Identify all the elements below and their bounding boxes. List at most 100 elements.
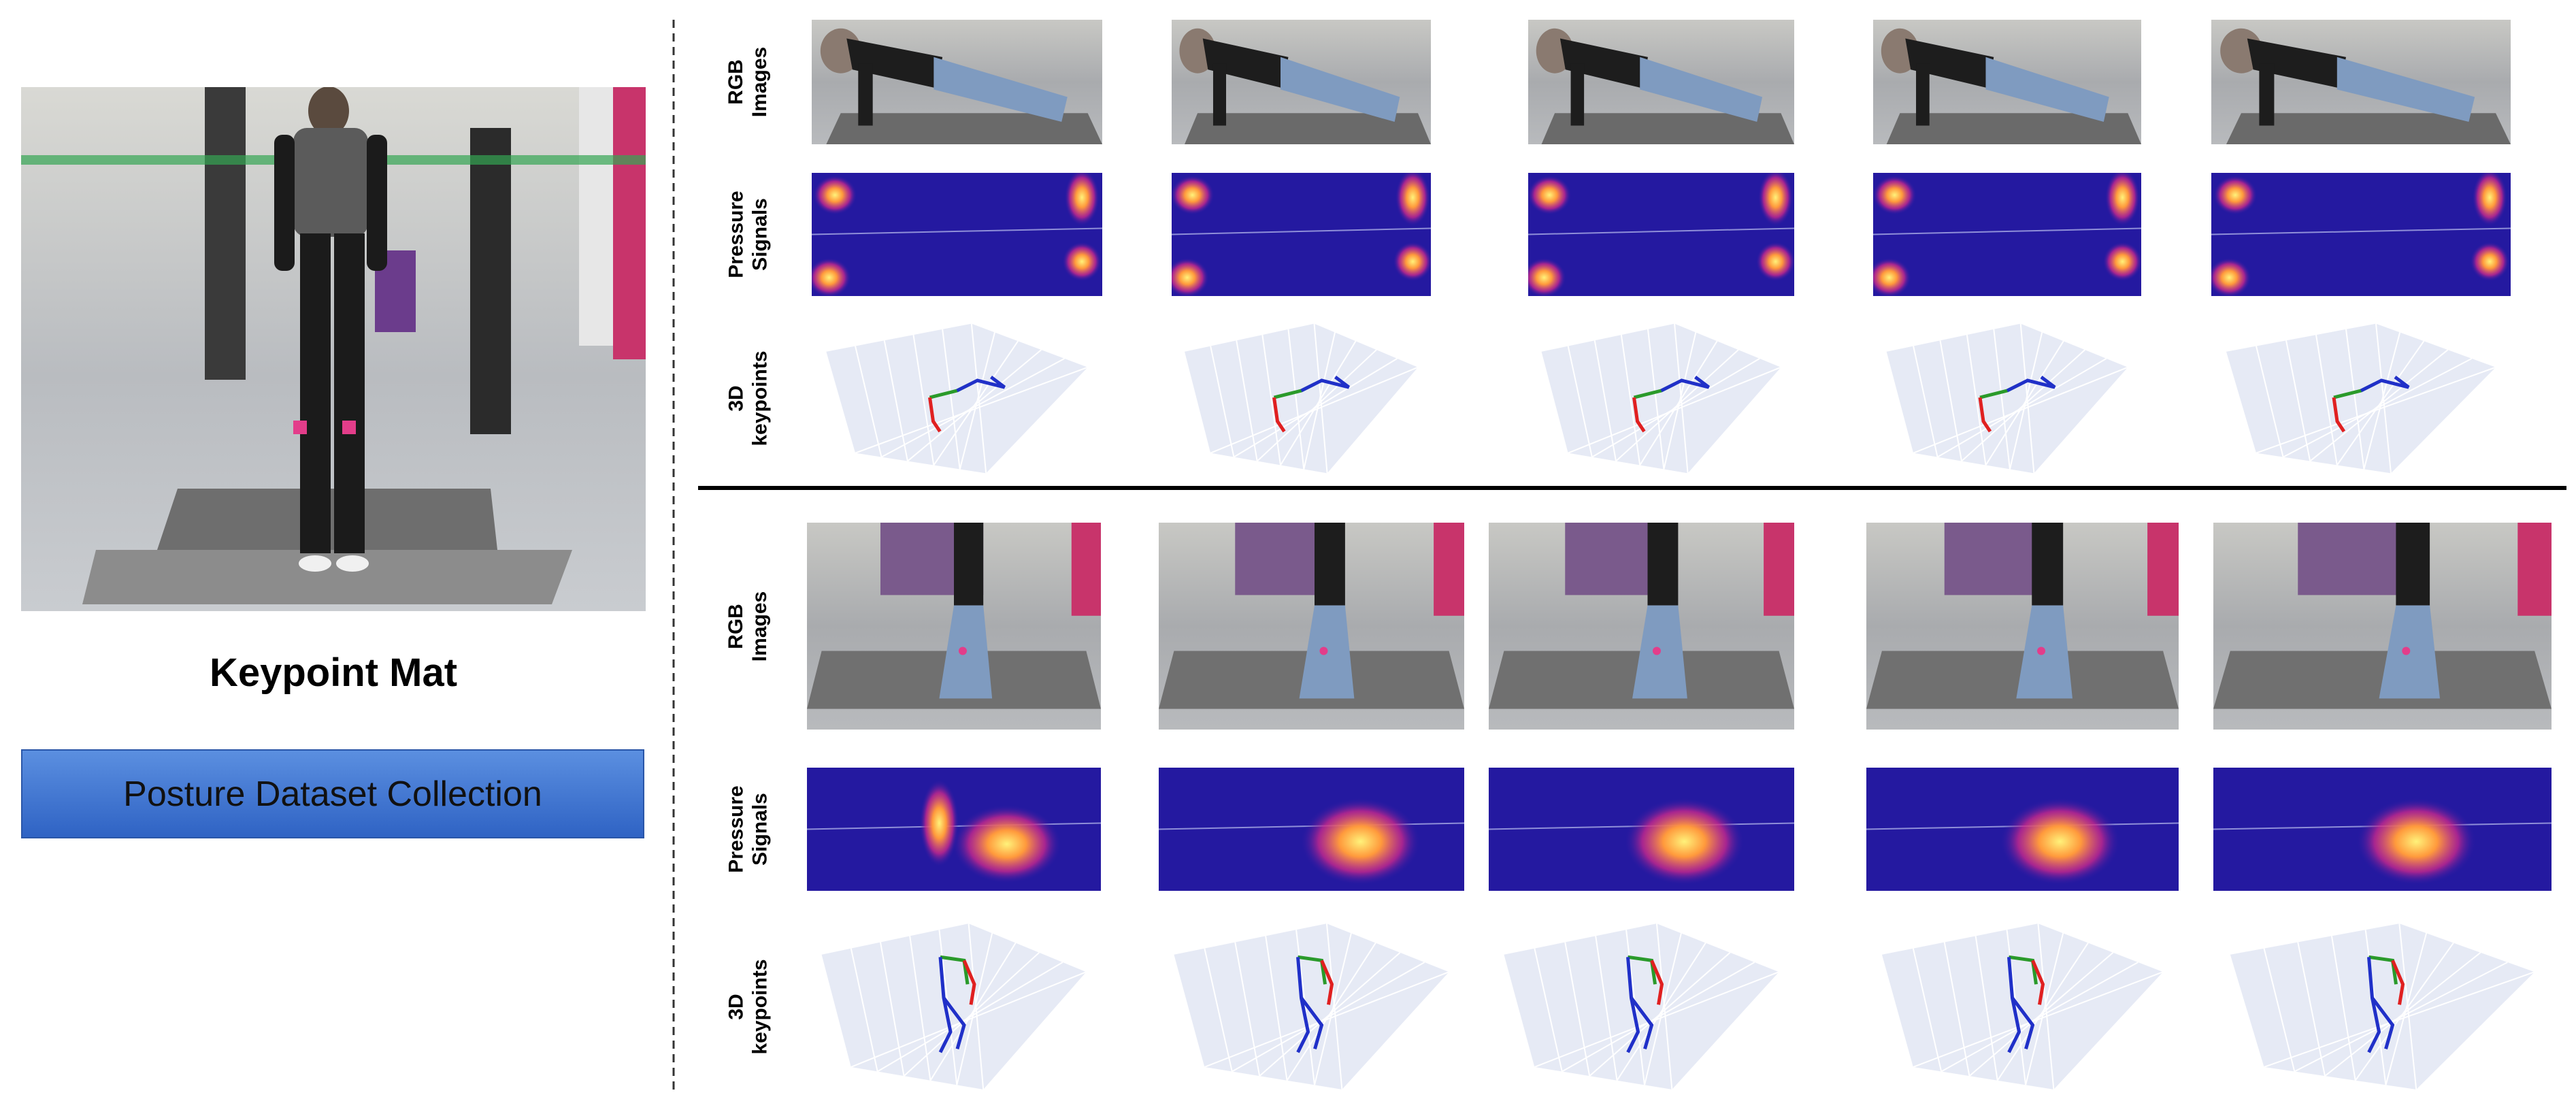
rgb-image	[1873, 20, 2141, 144]
skeleton-blue	[2007, 957, 2021, 1053]
plot-grid	[1232, 962, 1425, 1073]
pink-wall	[1071, 523, 1101, 616]
pressure-blob	[1873, 258, 1911, 296]
pressure-blob	[2000, 798, 2120, 885]
pink-wall	[2517, 523, 2552, 616]
plot-grid	[1204, 948, 1233, 1072]
plot-grid	[2037, 923, 2055, 1090]
plot-grid	[942, 329, 961, 470]
torso	[1905, 38, 1994, 88]
skeleton-blue	[1300, 996, 1324, 1049]
plot-grid	[1591, 358, 1760, 458]
mat	[1886, 113, 2141, 144]
plot-grid	[1912, 948, 1943, 1072]
plot-grid	[1233, 358, 1398, 458]
legs	[1640, 56, 1763, 122]
skeleton-red	[1320, 960, 1334, 1005]
skeleton-blue	[956, 376, 1006, 393]
skeleton-red	[962, 960, 976, 1005]
plot-grid	[1647, 329, 1665, 470]
skeleton-red	[2332, 397, 2346, 433]
pressure-blob	[2470, 242, 2509, 282]
pressure-map	[807, 768, 1101, 891]
pressure-blob	[812, 258, 851, 296]
pressure-blob	[1528, 258, 1566, 296]
sensor	[1652, 647, 1661, 655]
plot-grid	[929, 943, 1017, 1081]
pressure-map	[2211, 173, 2511, 296]
plot-grid	[2019, 323, 2035, 474]
skeleton-blue	[2360, 376, 2410, 393]
plot-grid	[907, 349, 1042, 462]
pink-wall	[1434, 523, 1464, 616]
mat	[826, 113, 1102, 144]
pressure-blob	[2472, 173, 2507, 226]
dataset-button[interactable]: Posture Dataset Collection	[21, 749, 644, 838]
plot-grid	[1210, 366, 1419, 454]
plot-grid	[2256, 366, 2496, 454]
arm	[1212, 63, 1227, 126]
plot-floor	[1881, 923, 2164, 1090]
torso	[846, 38, 943, 88]
plot-floor	[1174, 923, 1449, 1090]
plot-grid	[1259, 952, 1401, 1077]
plot-grid	[1325, 923, 1343, 1090]
plot-grid	[851, 971, 1087, 1068]
plot-grid	[1594, 340, 1617, 461]
plot-grid	[1913, 346, 1938, 457]
mat	[1541, 113, 1794, 144]
pressure-blob	[2104, 173, 2141, 226]
pressure-blob	[952, 804, 1061, 883]
plot-grid	[1961, 349, 2085, 462]
rgb-image	[807, 523, 1101, 730]
plot-grid	[1674, 323, 1689, 474]
plot-grid	[880, 942, 905, 1077]
mat-photo	[21, 87, 646, 611]
plot-grid	[2336, 340, 2425, 466]
plot-floor	[2230, 923, 2535, 1090]
plot-grid	[2354, 942, 2454, 1081]
plot-floor	[1541, 323, 1781, 474]
pressure-blob	[1755, 242, 1794, 282]
pressure-bg	[812, 173, 1102, 296]
pressure-bg	[1873, 173, 2141, 296]
plot-grid	[2345, 329, 2365, 470]
plot-grid	[2264, 971, 2535, 1068]
row-label-text: 3D keypoints	[725, 350, 772, 446]
keypoint-plot	[1881, 923, 2164, 1090]
keypoint-plot	[1504, 923, 1779, 1090]
plot-grid	[1941, 962, 2139, 1073]
torso	[1559, 38, 1648, 88]
plot-grid	[850, 948, 878, 1072]
pressure-blob	[1172, 175, 1215, 215]
plot-grid	[1993, 329, 2011, 470]
skeleton-blue	[2006, 376, 2056, 393]
keypoint-plot	[826, 323, 1088, 474]
pressure-map	[1172, 173, 1431, 296]
row-label: Pressure Signals	[721, 768, 776, 891]
skeleton-red	[2031, 960, 2045, 1005]
sensor	[1319, 647, 1328, 655]
plot-grid	[903, 952, 1040, 1077]
plot-grid	[1261, 334, 1282, 465]
plot-grid	[2309, 349, 2449, 462]
skeleton-red	[1272, 397, 1286, 433]
plot-grid	[1313, 323, 1328, 474]
plot-grid	[855, 346, 882, 457]
skeleton-blue	[942, 996, 966, 1049]
plot-grid	[1562, 962, 1755, 1073]
row-label: 3D keypoints	[721, 920, 776, 1093]
pressure-map	[1873, 173, 2141, 296]
sensor	[958, 647, 967, 655]
keypoint-plot	[1541, 323, 1781, 474]
plot-grid	[1286, 942, 1376, 1081]
scan-line	[1873, 227, 2141, 235]
row-label-text: RGB Images	[725, 591, 772, 661]
legs	[934, 56, 1068, 122]
legs	[2336, 56, 2475, 122]
pressure-map	[1866, 768, 2179, 891]
skeleton-blue	[1630, 996, 1654, 1049]
rgb-image	[1866, 523, 2179, 730]
scan-line	[1172, 227, 1431, 235]
